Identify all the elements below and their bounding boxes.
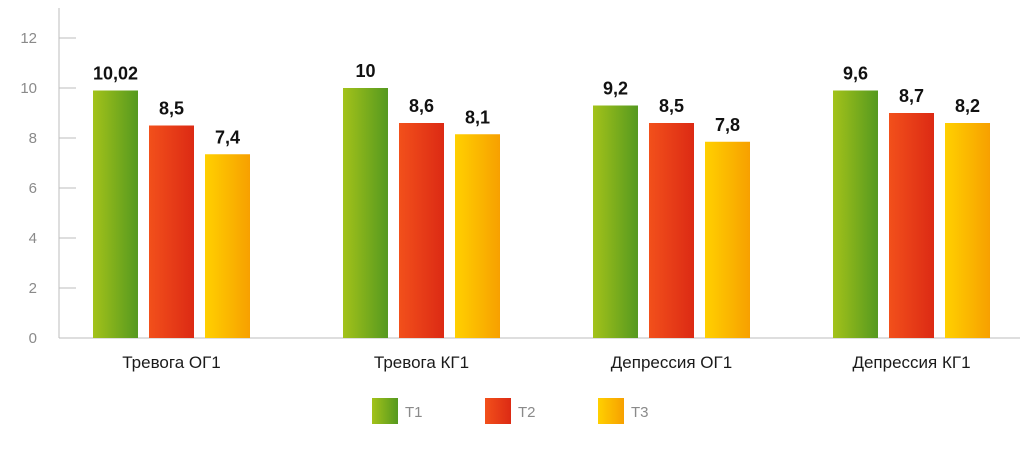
y-tick-label: 8 [29, 130, 37, 147]
value-labels: 10,02 8,5 7,4 10 8,6 8,1 9,2 8,5 7,8 9,6 8,7 8,2 [93, 61, 980, 147]
data-label: 10,02 [93, 64, 138, 84]
category-labels: Тревога ОГ1 Тревога КГ1 Депрессия ОГ1 Депре… [122, 353, 970, 372]
data-label: 10 [355, 61, 375, 81]
bar-Т1-1 [93, 90, 138, 338]
data-label: 8,2 [955, 96, 980, 116]
legend-swatch-Т3 [598, 398, 624, 424]
legend-label: Т2 [518, 404, 536, 421]
bar-Т3-4 [945, 123, 990, 338]
category-label: Депрессия ОГ1 [611, 353, 732, 372]
bar-Т1-4 [833, 90, 878, 338]
data-label: 7,8 [715, 115, 740, 135]
legend-swatch-Т1 [372, 398, 398, 424]
data-label: 8,5 [659, 96, 684, 116]
bar-Т2-2 [399, 123, 444, 338]
bar-Т3-1 [205, 154, 250, 338]
data-label: 8,1 [465, 107, 490, 127]
data-label: 8,5 [159, 99, 184, 119]
bar-Т1-3 [593, 105, 638, 338]
data-label: 8,7 [899, 86, 924, 106]
y-tick-label: 4 [29, 230, 37, 247]
y-tick-label: 0 [29, 330, 37, 347]
legend-label: Т1 [405, 404, 423, 421]
data-label: 9,6 [843, 64, 868, 84]
legend-swatch-Т2 [485, 398, 511, 424]
legend: Т1 Т2 Т3 [372, 398, 649, 424]
bars [93, 88, 990, 338]
category-label: Депрессия КГ1 [852, 353, 970, 372]
bar-Т1-2 [343, 88, 388, 338]
legend-label: Т3 [631, 404, 649, 421]
category-label: Тревога КГ1 [374, 353, 469, 372]
data-label: 7,4 [215, 127, 240, 147]
y-tick-label: 6 [29, 180, 37, 197]
bar-Т2-3 [649, 123, 694, 338]
y-tick-label: 12 [20, 30, 37, 47]
data-label: 8,6 [409, 96, 434, 116]
data-label: 9,2 [603, 79, 628, 99]
category-label: Тревога ОГ1 [122, 353, 221, 372]
y-tick-label: 10 [20, 80, 37, 97]
y-tick-label: 2 [29, 280, 37, 297]
bar-Т2-4 [889, 113, 934, 338]
bar-Т3-3 [705, 141, 750, 338]
bar-Т3-2 [455, 134, 500, 338]
bar-Т2-1 [149, 125, 194, 338]
